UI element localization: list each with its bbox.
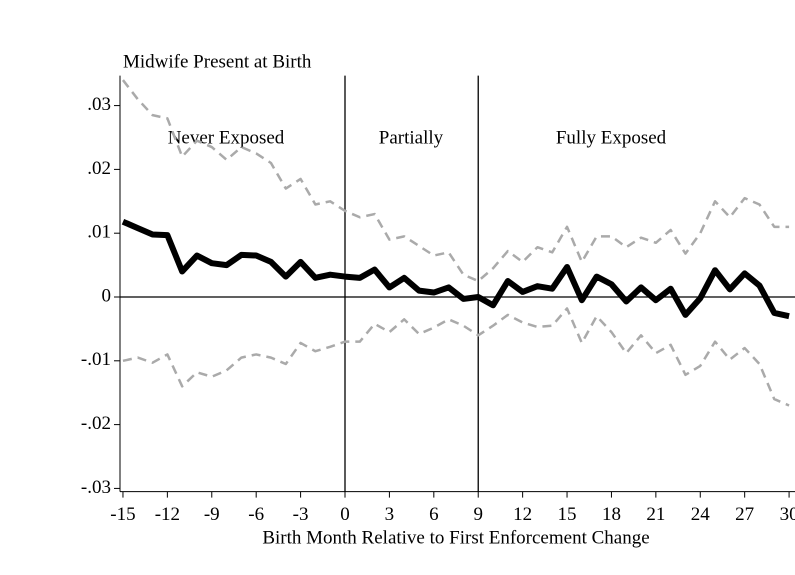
x-tick-label: -6: [248, 504, 264, 525]
series-line: [121, 218, 790, 320]
x-tick-label: 15: [558, 504, 577, 525]
annotation: Never Exposed: [168, 127, 285, 148]
x-tick-label: 24: [691, 504, 711, 525]
x-tick-label: -12: [155, 504, 180, 525]
x-axis-title: Birth Month Relative to First Enforcemen…: [262, 527, 649, 548]
x-tick-label: -9: [204, 504, 220, 525]
x-tick-label: 12: [513, 504, 532, 525]
x-tick-label: -3: [293, 504, 309, 525]
x-tick-label: 6: [429, 504, 439, 525]
x-tick-label: -15: [110, 504, 135, 525]
annotation: Fully Exposed: [556, 127, 667, 148]
series-line: [121, 79, 790, 283]
x-tick-label: 27: [735, 504, 754, 525]
y-tick-label: -.03: [81, 477, 111, 498]
y-tick-label: 0: [102, 285, 112, 306]
x-tick-label: 0: [340, 504, 350, 525]
x-tick-label: 21: [646, 504, 665, 525]
series-line: [122, 307, 790, 407]
y-tick-label: -.02: [81, 413, 111, 434]
x-tick-label: 3: [385, 504, 395, 525]
y-tick-label: .01: [87, 222, 111, 243]
y-axis-title: Midwife Present at Birth: [123, 51, 312, 72]
y-tick-label: .02: [87, 158, 111, 179]
x-tick-label: 30: [780, 504, 795, 525]
y-tick-label: .03: [87, 94, 111, 115]
x-tick-label: 18: [602, 504, 621, 525]
y-tick-label: -.01: [81, 349, 111, 370]
annotation: Partially: [379, 127, 444, 148]
x-tick-label: 9: [473, 504, 483, 525]
